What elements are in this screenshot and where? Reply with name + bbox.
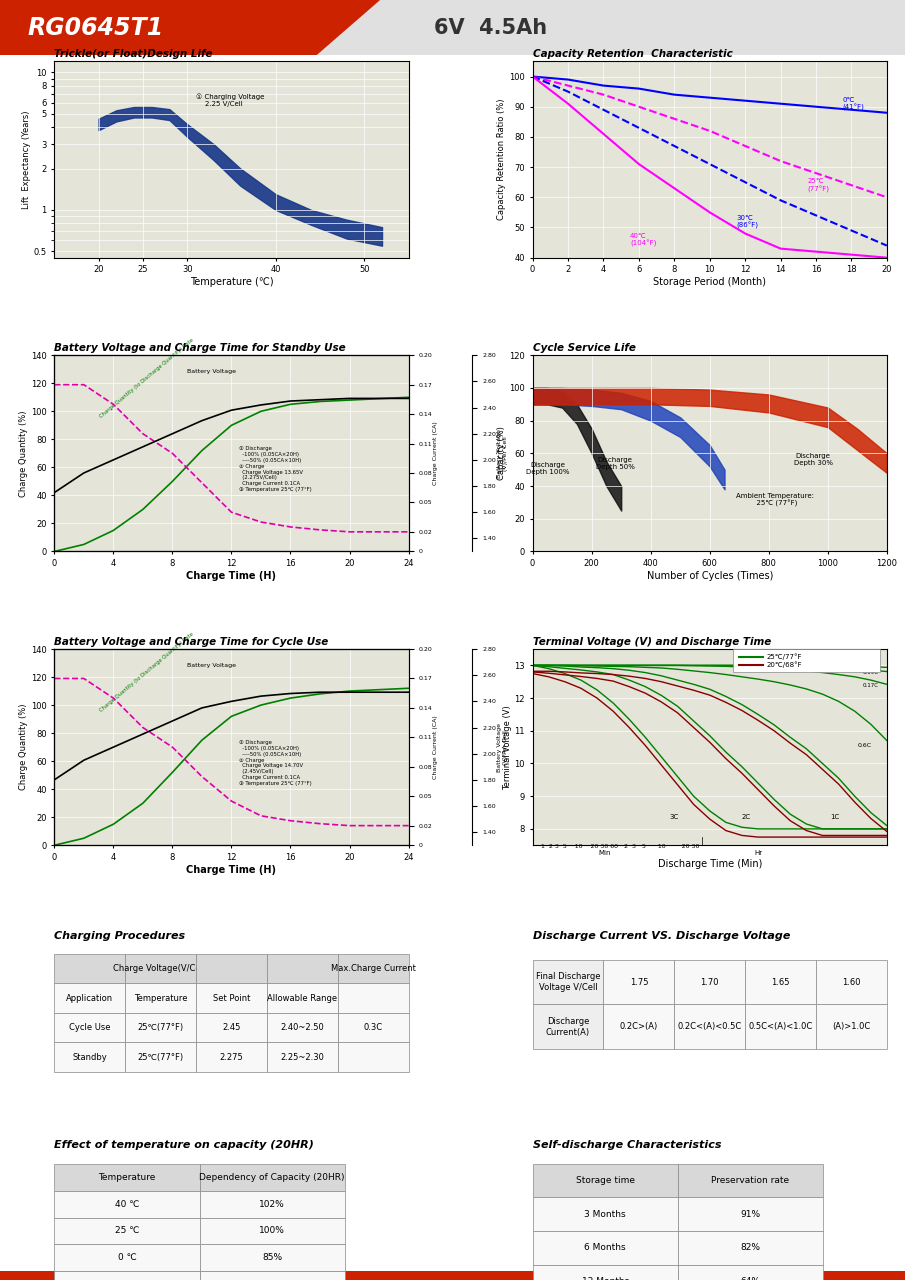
Text: Capacity Retention  Characteristic: Capacity Retention Characteristic — [533, 49, 732, 59]
Text: 0.6C: 0.6C — [858, 744, 872, 748]
Text: Hr: Hr — [754, 850, 762, 856]
Text: 6V  4.5Ah: 6V 4.5Ah — [434, 18, 548, 37]
Text: Discharge Current VS. Discharge Voltage: Discharge Current VS. Discharge Voltage — [533, 931, 790, 941]
Y-axis label: Battery Voltage
(V)/Per Cell: Battery Voltage (V)/Per Cell — [498, 723, 509, 772]
FancyBboxPatch shape — [733, 649, 880, 672]
Text: Battery Voltage: Battery Voltage — [187, 370, 236, 375]
Text: Effect of temperature on capacity (20HR): Effect of temperature on capacity (20HR) — [54, 1140, 314, 1151]
Text: Discharge
Depth 50%: Discharge Depth 50% — [595, 457, 634, 470]
Text: RG0645T1: RG0645T1 — [27, 15, 164, 40]
FancyBboxPatch shape — [317, 0, 905, 55]
Text: 25℃
(77°F): 25℃ (77°F) — [807, 178, 829, 193]
Text: Discharge
Depth 30%: Discharge Depth 30% — [794, 453, 833, 466]
Text: Battery Voltage and Charge Time for Standby Use: Battery Voltage and Charge Time for Stan… — [54, 343, 346, 353]
Text: Terminal Voltage (V) and Discharge Time: Terminal Voltage (V) and Discharge Time — [533, 637, 771, 646]
Text: 30℃
(86°F): 30℃ (86°F) — [737, 215, 758, 229]
Text: 25℃/77°F: 25℃/77°F — [767, 653, 802, 660]
Text: Cycle Service Life: Cycle Service Life — [533, 343, 635, 353]
Text: 0.05C: 0.05C — [862, 664, 879, 669]
Text: Ambient Temperature:
  25℃ (77°F): Ambient Temperature: 25℃ (77°F) — [736, 493, 814, 507]
Text: 0.17C: 0.17C — [862, 682, 879, 687]
Y-axis label: Battery Voltage
(V)/Per Cell: Battery Voltage (V)/Per Cell — [498, 429, 509, 477]
FancyBboxPatch shape — [0, 1271, 905, 1280]
Text: 0℃
(41°F): 0℃ (41°F) — [843, 97, 864, 111]
Text: Charge Quantity (to Discharge Quantity) Rate: Charge Quantity (to Discharge Quantity) … — [99, 338, 195, 420]
Text: 20℃/68°F: 20℃/68°F — [767, 662, 802, 668]
Y-axis label: Charge Quantity (%): Charge Quantity (%) — [19, 410, 28, 497]
Text: Charge Quantity (to Discharge Quantity) Rate: Charge Quantity (to Discharge Quantity) … — [99, 631, 195, 713]
Y-axis label: Lift  Expectancy (Years): Lift Expectancy (Years) — [22, 110, 31, 209]
Y-axis label: Capacity Retention Ratio (%): Capacity Retention Ratio (%) — [498, 99, 507, 220]
Text: 2C: 2C — [742, 814, 751, 820]
Text: 3C: 3C — [670, 814, 679, 820]
Y-axis label: Charge Current (CA): Charge Current (CA) — [433, 421, 438, 485]
Polygon shape — [0, 0, 380, 55]
Y-axis label: Charge Quantity (%): Charge Quantity (%) — [19, 704, 28, 790]
Text: ① Discharge
  -100% (0.05CA×20H)
  ----50% (0.05CA×10H)
② Charge
  Charge Voltag: ① Discharge -100% (0.05CA×20H) ----50% (… — [239, 740, 311, 786]
Y-axis label: Capacity (%): Capacity (%) — [498, 426, 507, 480]
X-axis label: Charge Time (H): Charge Time (H) — [186, 865, 276, 874]
Text: Battery Voltage and Charge Time for Cycle Use: Battery Voltage and Charge Time for Cycl… — [54, 637, 329, 646]
X-axis label: Storage Period (Month): Storage Period (Month) — [653, 276, 767, 287]
Y-axis label: Charge Current (CA): Charge Current (CA) — [433, 716, 438, 780]
Text: 40℃
(104°F): 40℃ (104°F) — [630, 233, 656, 247]
Text: 0.09C: 0.09C — [862, 671, 879, 676]
X-axis label: Discharge Time (Min): Discharge Time (Min) — [658, 859, 762, 869]
Text: 1C: 1C — [831, 814, 840, 820]
Text: Battery Voltage: Battery Voltage — [187, 663, 236, 668]
Y-axis label: Terminal Voltage (V): Terminal Voltage (V) — [502, 705, 511, 790]
Text: 1  2 3  5    10    20 30 60   2  3   5      10        20 30: 1 2 3 5 10 20 30 60 2 3 5 10 20 30 — [540, 844, 699, 849]
X-axis label: Temperature (℃): Temperature (℃) — [190, 276, 273, 287]
Text: Trickle(or Float)Design Life: Trickle(or Float)Design Life — [54, 49, 213, 59]
Text: Self-discharge Characteristics: Self-discharge Characteristics — [533, 1140, 721, 1151]
Text: Discharge
Depth 100%: Discharge Depth 100% — [526, 462, 569, 475]
X-axis label: Number of Cycles (Times): Number of Cycles (Times) — [646, 571, 773, 581]
X-axis label: Charge Time (H): Charge Time (H) — [186, 571, 276, 581]
Text: Charging Procedures: Charging Procedures — [54, 931, 186, 941]
Text: Min: Min — [599, 850, 611, 856]
Text: ① Charging Voltage
    2.25 V/Cell: ① Charging Voltage 2.25 V/Cell — [196, 93, 264, 108]
Text: ① Discharge
  -100% (0.05CA×20H)
  ----50% (0.05CA×10H)
② Charge
  Charge Voltag: ① Discharge -100% (0.05CA×20H) ----50% (… — [239, 447, 311, 492]
